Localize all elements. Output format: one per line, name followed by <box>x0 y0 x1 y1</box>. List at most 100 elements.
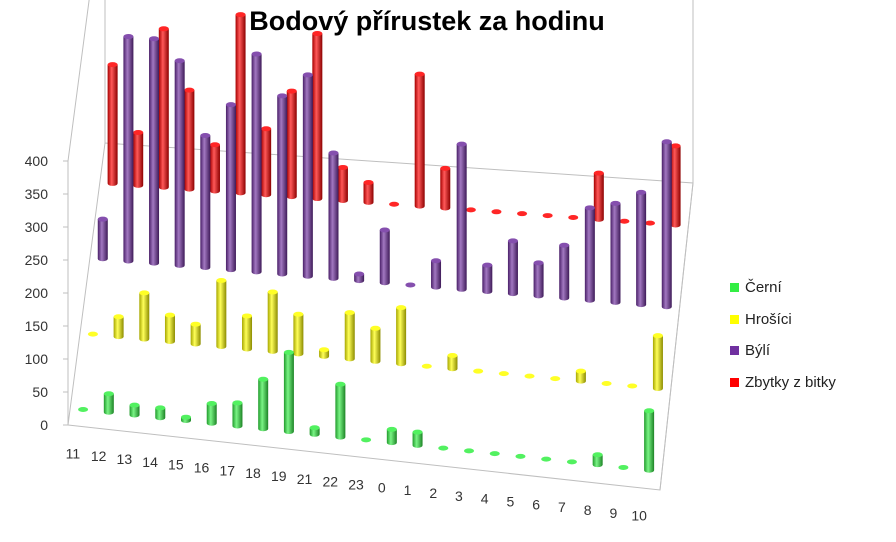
bar-zbytky-z-bitky <box>414 71 425 209</box>
bar-hrosici <box>524 373 535 379</box>
legend-label-hrosici: Hrošíci <box>745 310 792 328</box>
bar-hrosici <box>242 313 253 352</box>
x-tick-label: 13 <box>117 451 133 467</box>
bar-hrosici <box>447 353 458 372</box>
bar-zbytky-z-bitky <box>286 88 297 200</box>
bar-hrosici <box>164 312 175 345</box>
x-tick-label: 21 <box>297 471 313 487</box>
legend-swatch-cerni <box>730 283 739 293</box>
bar-hrosici <box>550 376 561 382</box>
x-tick-label: 23 <box>348 477 364 493</box>
x-tick-label: 1 <box>404 482 412 498</box>
bar-byli <box>559 242 570 301</box>
bar-zbytky-z-bitky <box>158 26 169 190</box>
x-tick-label: 3 <box>455 488 463 504</box>
bar-hrosici <box>575 368 586 384</box>
bar-cerni <box>283 349 294 435</box>
legend-item-byli: Býlí <box>730 335 836 367</box>
y-tick-label: 100 <box>25 351 49 367</box>
bar-hrosici <box>267 289 278 354</box>
bar-byli <box>251 51 262 275</box>
bar-byli <box>277 93 288 277</box>
bar-zbytky-z-bitky <box>312 31 323 202</box>
bar-cerni <box>180 414 191 424</box>
bar-cerni <box>78 406 89 412</box>
bar-byli <box>328 150 339 281</box>
bar-cerni <box>155 405 166 421</box>
bar-hrosici <box>293 311 304 357</box>
x-tick-label: 6 <box>532 496 540 512</box>
y-tick-label: 50 <box>32 384 48 400</box>
x-tick-label: 12 <box>91 448 107 464</box>
bar-byli <box>302 72 313 279</box>
bar-hrosici <box>216 277 227 349</box>
y-tick-label: 250 <box>25 252 49 268</box>
bar-byli <box>431 258 442 290</box>
x-tick-label: 0 <box>378 479 386 495</box>
y-tick-label: 300 <box>25 219 49 235</box>
bar-byli <box>533 260 544 299</box>
bar-cerni <box>232 400 243 429</box>
bar-zbytky-z-bitky <box>209 142 220 194</box>
x-tick-label: 11 <box>66 445 81 461</box>
bar-byli <box>584 205 595 303</box>
bar-zbytky-z-bitky <box>670 143 681 228</box>
bar-hrosici <box>396 305 407 367</box>
bar-byli <box>661 139 672 310</box>
chart-title: Bodový přírustek za hodinu <box>249 6 605 36</box>
bar-hrosici <box>370 325 381 364</box>
bar-hrosici <box>139 290 150 342</box>
bar-hrosici <box>652 333 663 391</box>
bar-cerni <box>515 453 526 459</box>
bar-byli <box>97 216 108 262</box>
bar-cerni <box>103 391 114 415</box>
x-tick-label: 5 <box>507 493 515 509</box>
x-tick-label: 4 <box>481 491 489 507</box>
bar-zbytky-z-bitky <box>184 87 195 192</box>
bar-cerni <box>386 426 397 446</box>
y-tick-label: 0 <box>40 417 48 433</box>
bar-zbytky-z-bitky <box>517 211 528 217</box>
x-tick-label: 17 <box>220 462 236 478</box>
legend-label-cerni: Černí <box>745 279 782 297</box>
bar-zbytky-z-bitky <box>389 201 400 207</box>
y-tick-label: 200 <box>25 285 49 301</box>
x-tick-label: 22 <box>322 474 338 490</box>
bar-byli <box>149 36 160 266</box>
x-tick-label: 8 <box>584 502 592 518</box>
bar-zbytky-z-bitky <box>568 214 579 220</box>
legend-swatch-hrosici <box>730 314 739 324</box>
legend-swatch-byli <box>730 346 739 356</box>
bar-zbytky-z-bitky <box>235 12 246 196</box>
bar-hrosici <box>498 371 509 377</box>
legend-item-hrosici: Hrošíci <box>730 304 836 336</box>
bar-zbytky-z-bitky <box>261 126 272 198</box>
bar-cerni <box>412 429 423 448</box>
bar-cerni <box>644 408 655 473</box>
bar-byli <box>405 282 416 288</box>
bar-cerni <box>258 376 269 432</box>
chart-side-wall <box>67 0 90 425</box>
bar-hrosici <box>344 310 355 362</box>
bar-zbytky-z-bitky <box>593 170 604 222</box>
bar-hrosici <box>601 381 612 387</box>
x-tick-label: 15 <box>168 457 184 473</box>
bar-cerni <box>464 448 475 454</box>
legend-swatch-zbytky <box>730 377 739 387</box>
bar-zbytky-z-bitky <box>133 130 144 188</box>
bar-cerni <box>541 456 552 462</box>
bar-zbytky-z-bitky <box>337 164 348 203</box>
y-tick-label: 350 <box>25 186 49 202</box>
bar-cerni <box>309 425 320 437</box>
bar-zbytky-z-bitky <box>644 220 655 226</box>
bar-zbytky-z-bitky <box>491 209 502 215</box>
x-tick-label: 19 <box>271 468 287 484</box>
bar-byli <box>200 132 211 270</box>
bar-hrosici <box>421 363 432 369</box>
bar-cerni <box>566 459 577 465</box>
bar-cerni <box>361 437 372 443</box>
bar-byli <box>174 58 185 268</box>
bar-cerni <box>438 445 449 451</box>
bar-cerni <box>592 452 603 468</box>
bar-cerni <box>129 402 140 418</box>
